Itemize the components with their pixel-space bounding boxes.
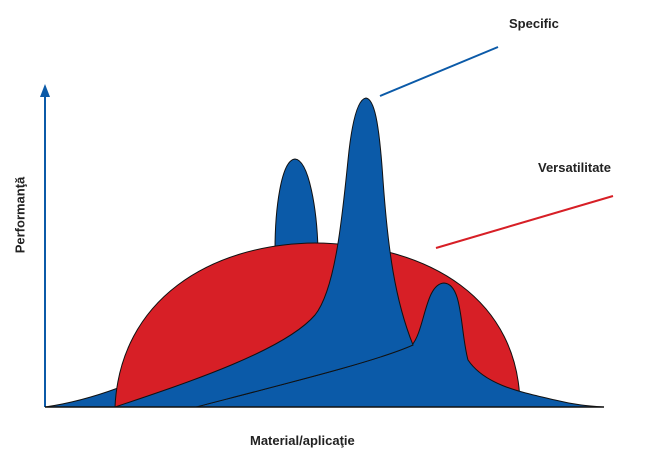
left-blue-tail [44,387,119,408]
y-axis-label: Performanţă [12,176,28,254]
versatility-pointer-line [435,195,614,249]
specific-tall-peak [114,97,414,408]
versatility-label: Versatilitate [538,160,611,175]
small-back-peak [274,158,319,251]
x-axis-label: Material/aplicaţie [250,433,355,448]
specific-pointer-line [379,46,499,97]
specific-label: Specific [509,16,559,31]
y-axis-arrowhead [40,84,50,97]
